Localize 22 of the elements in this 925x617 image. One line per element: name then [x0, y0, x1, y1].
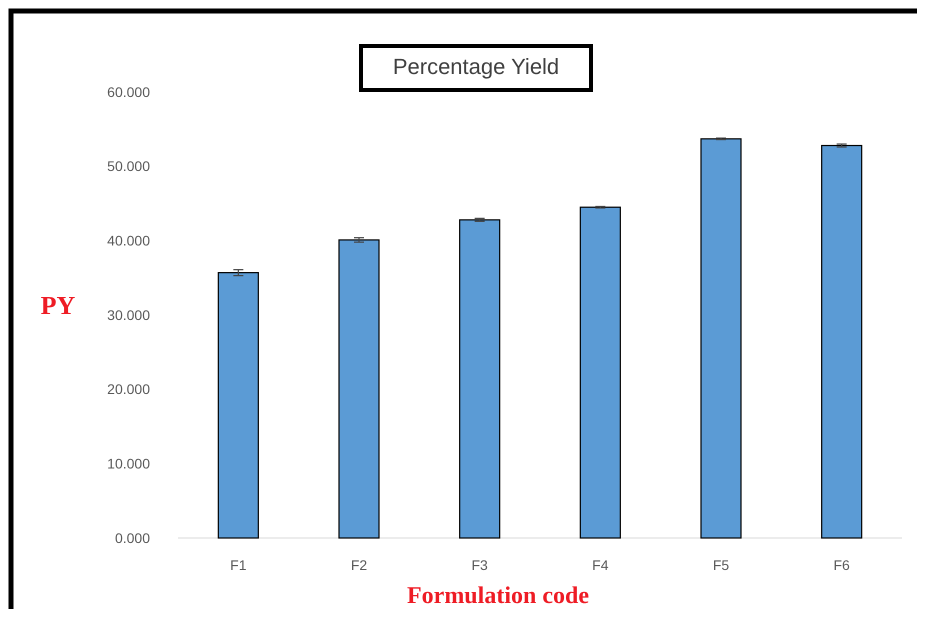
- y-tick-label: 60.000: [107, 84, 150, 100]
- bar: [580, 206, 621, 539]
- bar: [218, 272, 259, 539]
- x-tick-label: F4: [592, 557, 609, 573]
- x-tick-label: F2: [350, 557, 368, 573]
- chart-title: Percentage Yield: [392, 54, 560, 79]
- x-axis-title: Formulation code: [407, 583, 590, 609]
- x-tick-label: F5: [712, 557, 730, 573]
- x-tick-label: F6: [833, 557, 850, 573]
- y-tick-label: 50.000: [107, 158, 150, 174]
- bar: [338, 239, 380, 539]
- x-tick-label: F1: [230, 557, 247, 573]
- y-tick-label: 0.000: [114, 530, 150, 546]
- y-axis-title: PY: [40, 291, 76, 320]
- bar: [700, 138, 742, 539]
- x-tick-label: F3: [471, 557, 488, 573]
- bar: [821, 144, 862, 539]
- y-tick-label: 20.000: [107, 381, 150, 398]
- y-tick-label: 40.000: [107, 232, 150, 249]
- bar: [459, 219, 500, 539]
- y-tick-label: 10.000: [107, 456, 150, 472]
- y-tick-label: 30.000: [107, 306, 150, 323]
